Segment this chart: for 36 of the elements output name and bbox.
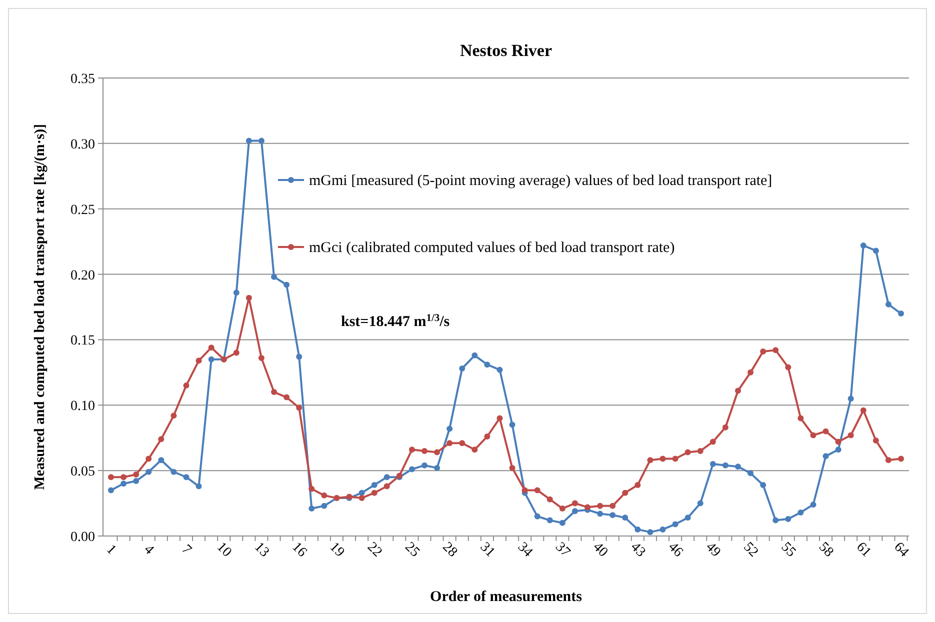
x-tick-label: 19 [326,540,347,560]
x-tick-label: 10 [214,540,234,560]
chart-title: Nestos River [460,41,552,60]
x-tick-label: 7 [178,542,194,558]
legend-label: mGmi [measured (5-point moving average) values of bed load transport rate] [309,173,772,189]
x-tick-label: 13 [251,540,272,560]
y-tick-label: 0.30 [70,137,95,152]
x-tick-label: 16 [288,540,310,560]
x-tick-label: 49 [702,540,724,560]
x-tick-label: 61 [853,540,874,560]
y-tick-label: 0.00 [70,530,95,545]
x-tick-label: 37 [552,540,573,560]
annotation: kst=18.447 m$^{1/3}$/s [341,312,450,330]
x-tick-label: 34 [514,540,536,560]
x-tick-label: 4 [140,542,156,558]
y-axis-title: Measured and computed bed load transport rate [kg/(m·s)] [32,124,48,490]
y-tick-label: 0.15 [70,334,95,349]
x-tick-label: 55 [778,540,798,560]
x-tick-label: 22 [364,540,385,560]
y-tick-label: 0.35 [70,72,95,87]
y-tick-label: 0.10 [70,399,95,414]
x-tick-label: 1 [103,542,119,558]
x-tick-label: 40 [590,540,610,560]
x-tick-label: 58 [816,540,836,560]
x-axis-title: Order of measurements [430,589,582,605]
x-tick-label: 46 [665,540,686,560]
y-tick-label: 0.25 [70,202,95,218]
x-tick-label: 43 [627,540,648,560]
x-tick-label: 31 [476,540,498,560]
y-tick-label: 0.05 [70,464,95,480]
x-tick-label: 25 [402,540,422,560]
x-tick-label: 52 [740,540,761,560]
y-tick-label: 0.20 [70,268,95,284]
legend-label: mGci (calibrated computed values of bed load transport rate) [309,240,675,256]
x-tick-label: 28 [439,540,460,560]
x-tick-label: 64 [890,540,912,560]
